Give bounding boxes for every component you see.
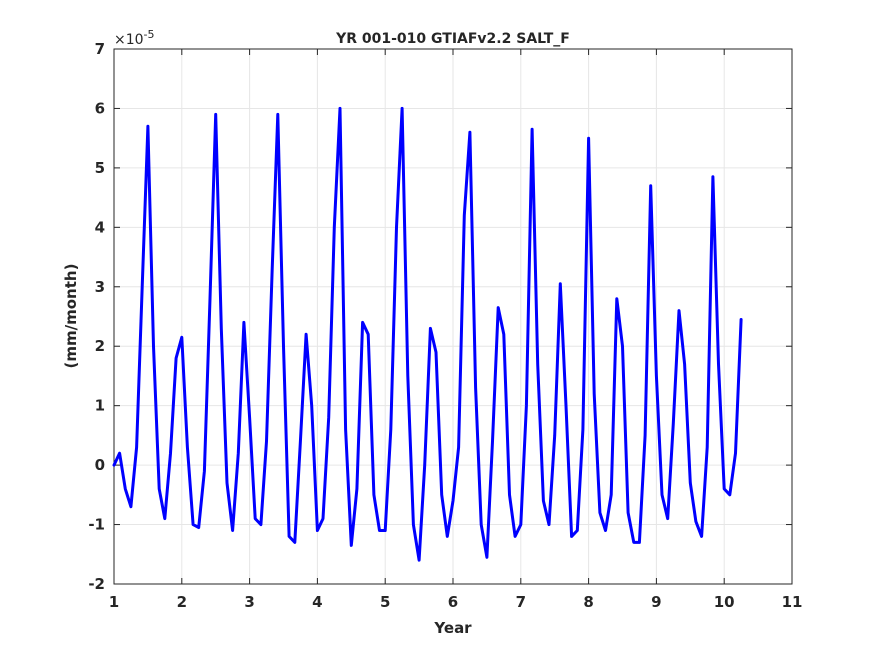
y-tick-label: 7	[95, 40, 105, 58]
x-tick-label: 6	[448, 593, 458, 611]
x-tick-label: 8	[583, 593, 593, 611]
x-tick-label: 1	[109, 593, 119, 611]
y-tick-label: -2	[88, 575, 105, 593]
y-tick-label: 5	[95, 159, 105, 177]
y-tick-label: 1	[95, 397, 105, 415]
y-tick-label: 3	[95, 278, 105, 296]
y-tick-label: -1	[88, 516, 105, 534]
series-line-0	[112, 106, 743, 562]
y-scale-label: ×10-5	[114, 28, 155, 48]
x-tick-label: 11	[782, 593, 803, 611]
y-scale-exponent: -5	[144, 28, 155, 41]
x-tick-label: 9	[651, 593, 661, 611]
y-scale-base: ×10	[114, 32, 144, 48]
y-axis-label: (mm/month)	[62, 264, 80, 369]
chart-title: YR 001-010 GTIAFv2.2 SALT_F	[335, 31, 570, 47]
x-axis-label: Year	[433, 619, 472, 637]
x-tick-label: 4	[312, 593, 322, 611]
y-tick-label: 2	[95, 337, 105, 355]
x-tick-label: 10	[714, 593, 735, 611]
ticks: 1 2 3 4 5 6 7 8 9 10 11 -2 -1 0 1 2 3 4 5 6 7	[88, 40, 802, 611]
y-tick-label: 6	[95, 99, 105, 117]
x-tick-label: 2	[177, 593, 187, 611]
series-layer	[112, 106, 743, 562]
y-tick-label: 4	[95, 218, 105, 236]
x-tick-label: 3	[244, 593, 254, 611]
y-tick-label: 0	[95, 456, 105, 474]
x-tick-label: 7	[516, 593, 526, 611]
x-tick-label: 5	[380, 593, 390, 611]
